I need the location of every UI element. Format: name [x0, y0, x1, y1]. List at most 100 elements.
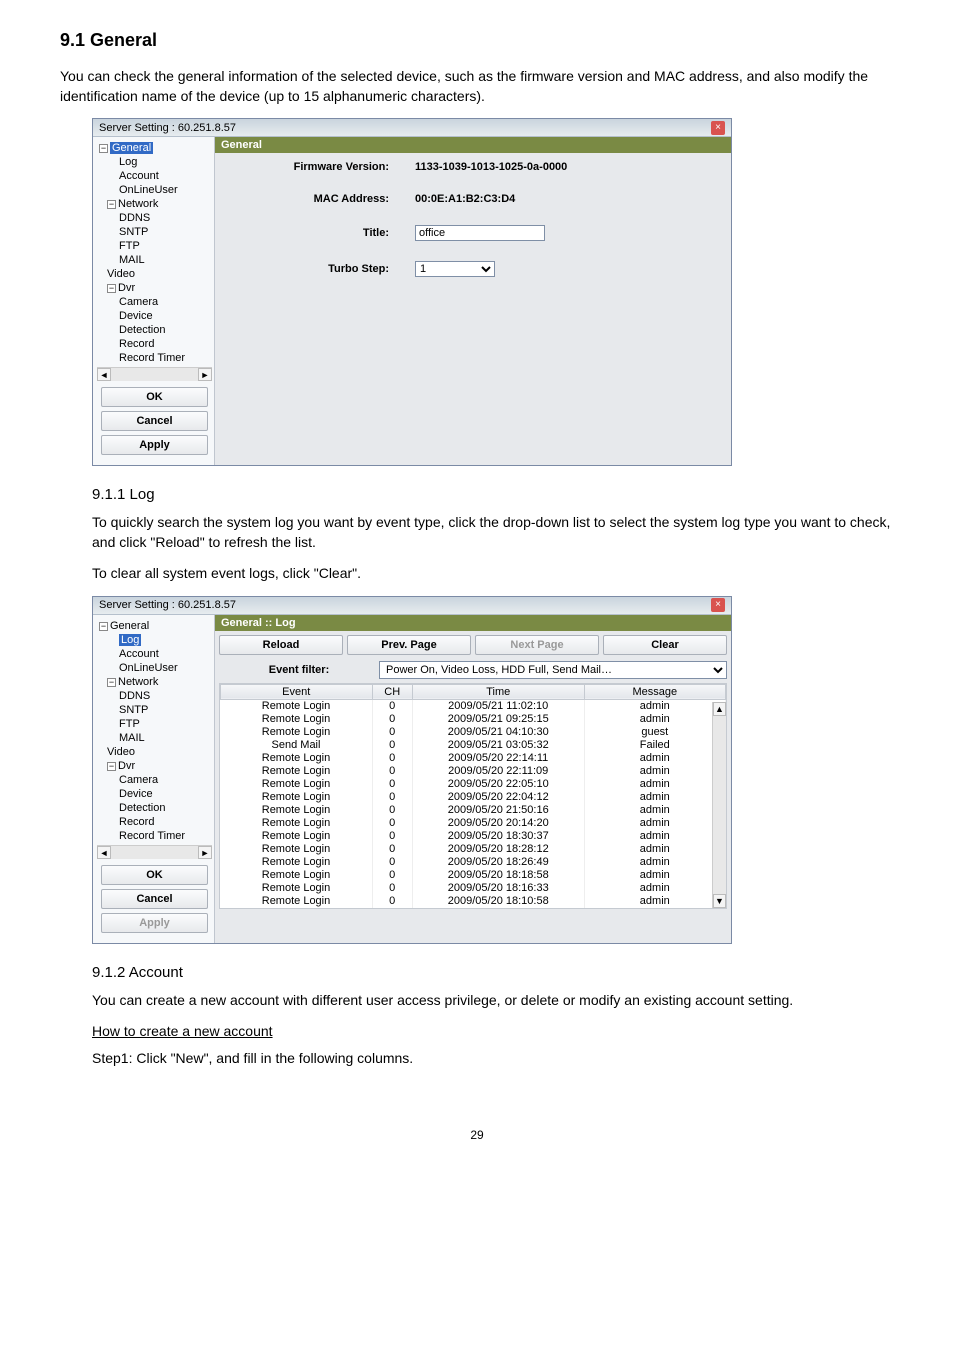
close-icon[interactable]: ×	[711, 121, 725, 135]
tree-item-sntp[interactable]: SNTP	[97, 225, 212, 239]
cell-ch: 0	[372, 869, 412, 882]
tree-item-dvr[interactable]: −Dvr	[97, 759, 212, 773]
apply-button[interactable]: Apply	[101, 435, 208, 455]
event-filter-select[interactable]: Power On, Video Loss, HDD Full, Send Mai…	[379, 661, 727, 679]
cell-message: admin	[584, 778, 725, 791]
prev-page-button[interactable]: Prev. Page	[347, 635, 471, 655]
tree-item-mail[interactable]: MAIL	[97, 253, 212, 267]
cell-time: 2009/05/20 18:28:12	[412, 843, 584, 856]
table-row[interactable]: Remote Login02009/05/20 18:26:49admin	[221, 856, 726, 869]
cell-time: 2009/05/20 22:04:12	[412, 791, 584, 804]
page-number: 29	[60, 1128, 894, 1142]
cell-event: Remote Login	[221, 895, 373, 908]
scroll-left-icon[interactable]: ◄	[97, 368, 111, 381]
col-ch[interactable]: CH	[372, 684, 412, 699]
tree-item-sntp[interactable]: SNTP	[97, 703, 212, 717]
tree-item-ddns[interactable]: DDNS	[97, 689, 212, 703]
table-row[interactable]: Remote Login02009/05/20 18:28:12admin	[221, 843, 726, 856]
cell-message: admin	[584, 895, 725, 908]
tree-item-general[interactable]: −General	[97, 141, 212, 155]
table-row[interactable]: Remote Login02009/05/21 11:02:10admin	[221, 699, 726, 713]
tree-hscrollbar[interactable]: ◄ ►	[97, 367, 212, 381]
cancel-button[interactable]: Cancel	[101, 889, 208, 909]
ok-button[interactable]: OK	[101, 387, 208, 407]
table-row[interactable]: Remote Login02009/05/20 22:05:10admin	[221, 778, 726, 791]
tree-item-ftp[interactable]: FTP	[97, 717, 212, 731]
tree-item-dvr[interactable]: −Dvr	[97, 281, 212, 295]
table-row[interactable]: Remote Login02009/05/20 18:16:33admin	[221, 882, 726, 895]
tree-item-mail[interactable]: MAIL	[97, 731, 212, 745]
table-row[interactable]: Remote Login02009/05/20 22:14:11admin	[221, 752, 726, 765]
table-row[interactable]: Remote Login02009/05/21 04:10:30guest	[221, 726, 726, 739]
apply-button[interactable]: Apply	[101, 913, 208, 933]
tree-item-ddns[interactable]: DDNS	[97, 211, 212, 225]
tree-item-detection[interactable]: Detection	[97, 801, 212, 815]
cell-time: 2009/05/20 22:05:10	[412, 778, 584, 791]
table-row[interactable]: Remote Login02009/05/20 22:04:12admin	[221, 791, 726, 804]
col-event[interactable]: Event	[221, 684, 373, 699]
cell-message: admin	[584, 804, 725, 817]
title-input[interactable]	[415, 225, 545, 241]
table-row[interactable]: Remote Login02009/05/20 18:10:58admin	[221, 895, 726, 908]
table-row[interactable]: Remote Login02009/05/20 18:18:58admin	[221, 869, 726, 882]
tree-item-account[interactable]: Account	[97, 647, 212, 661]
mac-value: 00:0E:A1:B2:C3:D4	[415, 193, 515, 205]
table-row[interactable]: Remote Login02009/05/21 09:25:15admin	[221, 713, 726, 726]
tree-item-recordtimer[interactable]: Record Timer	[97, 829, 212, 843]
tree-item-camera[interactable]: Camera	[97, 295, 212, 309]
tree-item-onlineuser[interactable]: OnLineUser	[97, 661, 212, 675]
cell-message: admin	[584, 843, 725, 856]
tree-item-network[interactable]: −Network	[97, 675, 212, 689]
pane-header: General :: Log	[215, 615, 731, 631]
tree-item-recordtimer[interactable]: Record Timer	[97, 351, 212, 365]
log-vscrollbar[interactable]: ▲ ▼	[712, 702, 726, 908]
cell-time: 2009/05/20 18:16:33	[412, 882, 584, 895]
tree-item-onlineuser[interactable]: OnLineUser	[97, 183, 212, 197]
tree-item-video[interactable]: Video	[97, 267, 212, 281]
tree-item-record[interactable]: Record	[97, 815, 212, 829]
titlebar: Server Setting : 60.251.8.57 ×	[93, 597, 731, 615]
cell-event: Remote Login	[221, 765, 373, 778]
cell-message: admin	[584, 869, 725, 882]
scroll-up-icon[interactable]: ▲	[713, 702, 726, 716]
tree-item-camera[interactable]: Camera	[97, 773, 212, 787]
tree-item-account[interactable]: Account	[97, 169, 212, 183]
reload-button[interactable]: Reload	[219, 635, 343, 655]
cell-time: 2009/05/20 22:14:11	[412, 752, 584, 765]
table-row[interactable]: Remote Login02009/05/20 21:50:16admin	[221, 804, 726, 817]
ok-button[interactable]: OK	[101, 865, 208, 885]
col-message[interactable]: Message	[584, 684, 725, 699]
turbo-select[interactable]: 1	[415, 261, 495, 277]
cell-ch: 0	[372, 856, 412, 869]
next-page-button[interactable]: Next Page	[475, 635, 599, 655]
clear-button[interactable]: Clear	[603, 635, 727, 655]
scroll-left-icon[interactable]: ◄	[97, 846, 111, 859]
close-icon[interactable]: ×	[711, 598, 725, 612]
table-row[interactable]: Remote Login02009/05/20 20:14:20admin	[221, 817, 726, 830]
cancel-button[interactable]: Cancel	[101, 411, 208, 431]
col-time[interactable]: Time	[412, 684, 584, 699]
tree-item-record[interactable]: Record	[97, 337, 212, 351]
cell-time: 2009/05/21 04:10:30	[412, 726, 584, 739]
tree-item-network[interactable]: −Network	[97, 197, 212, 211]
tree-item-device[interactable]: Device	[97, 309, 212, 323]
tree-item-log[interactable]: Log	[97, 155, 212, 169]
tree-item-video[interactable]: Video	[97, 745, 212, 759]
table-row[interactable]: Remote Login02009/05/20 22:11:09admin	[221, 765, 726, 778]
tree-item-detection[interactable]: Detection	[97, 323, 212, 337]
section-title: 9.1 General	[60, 30, 894, 51]
cell-event: Send Mail	[221, 739, 373, 752]
table-row[interactable]: Remote Login02009/05/20 18:30:37admin	[221, 830, 726, 843]
cell-event: Remote Login	[221, 752, 373, 765]
tree-item-general[interactable]: −General	[97, 619, 212, 633]
cell-event: Remote Login	[221, 726, 373, 739]
tree-item-ftp[interactable]: FTP	[97, 239, 212, 253]
tree-item-log[interactable]: Log	[97, 633, 212, 647]
tree-item-device[interactable]: Device	[97, 787, 212, 801]
cell-message: Failed	[584, 739, 725, 752]
tree-hscrollbar[interactable]: ◄ ►	[97, 845, 212, 859]
scroll-down-icon[interactable]: ▼	[713, 894, 726, 908]
scroll-right-icon[interactable]: ►	[198, 846, 212, 859]
scroll-right-icon[interactable]: ►	[198, 368, 212, 381]
table-row[interactable]: Send Mail02009/05/21 03:05:32Failed	[221, 739, 726, 752]
